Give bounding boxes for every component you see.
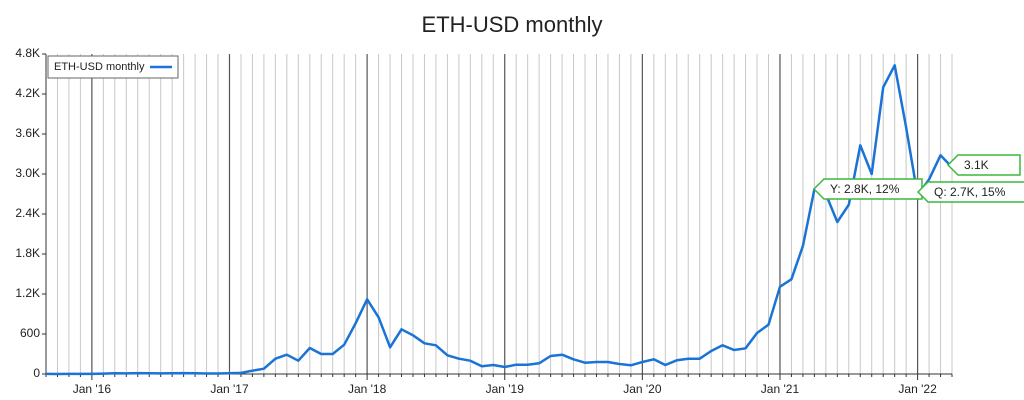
- y-tick-label: 1.2K: [15, 286, 40, 300]
- legend-label: ETH-USD monthly: [54, 61, 145, 73]
- annotation: 3.1K: [964, 158, 989, 172]
- y-tick-label: 600: [20, 326, 40, 340]
- y-tick-label: 3.6K: [15, 126, 40, 140]
- y-tick-label: 0: [33, 366, 40, 380]
- x-tick-label: Jan '16: [73, 382, 112, 396]
- x-tick-label: Jan '22: [898, 382, 937, 396]
- chart-title: ETH-USD monthly: [422, 12, 603, 37]
- annotation-box: [946, 154, 1021, 176]
- x-tick-label: Jan '21: [761, 382, 800, 396]
- x-tick-label: Jan '20: [623, 382, 662, 396]
- x-tick-label: Jan '19: [486, 382, 525, 396]
- y-tick-label: 4.8K: [15, 46, 40, 60]
- legend-box: [47, 55, 179, 79]
- x-tick-label: Jan '17: [210, 382, 249, 396]
- y-tick-label: 1.8K: [15, 246, 40, 260]
- x-tick-label: Jan '18: [348, 382, 387, 396]
- y-tick-label: 3.0K: [15, 166, 40, 180]
- annotation: Q: 2.7K, 15%: [934, 185, 1006, 199]
- legend: ETH-USD monthly: [47, 55, 179, 79]
- y-tick-label: 4.2K: [15, 86, 40, 100]
- y-tick-label: 2.4K: [15, 206, 40, 220]
- annotation-box: [916, 181, 1024, 203]
- line: [45, 64, 953, 376]
- annotation: Y: 2.8K, 12%: [830, 182, 900, 196]
